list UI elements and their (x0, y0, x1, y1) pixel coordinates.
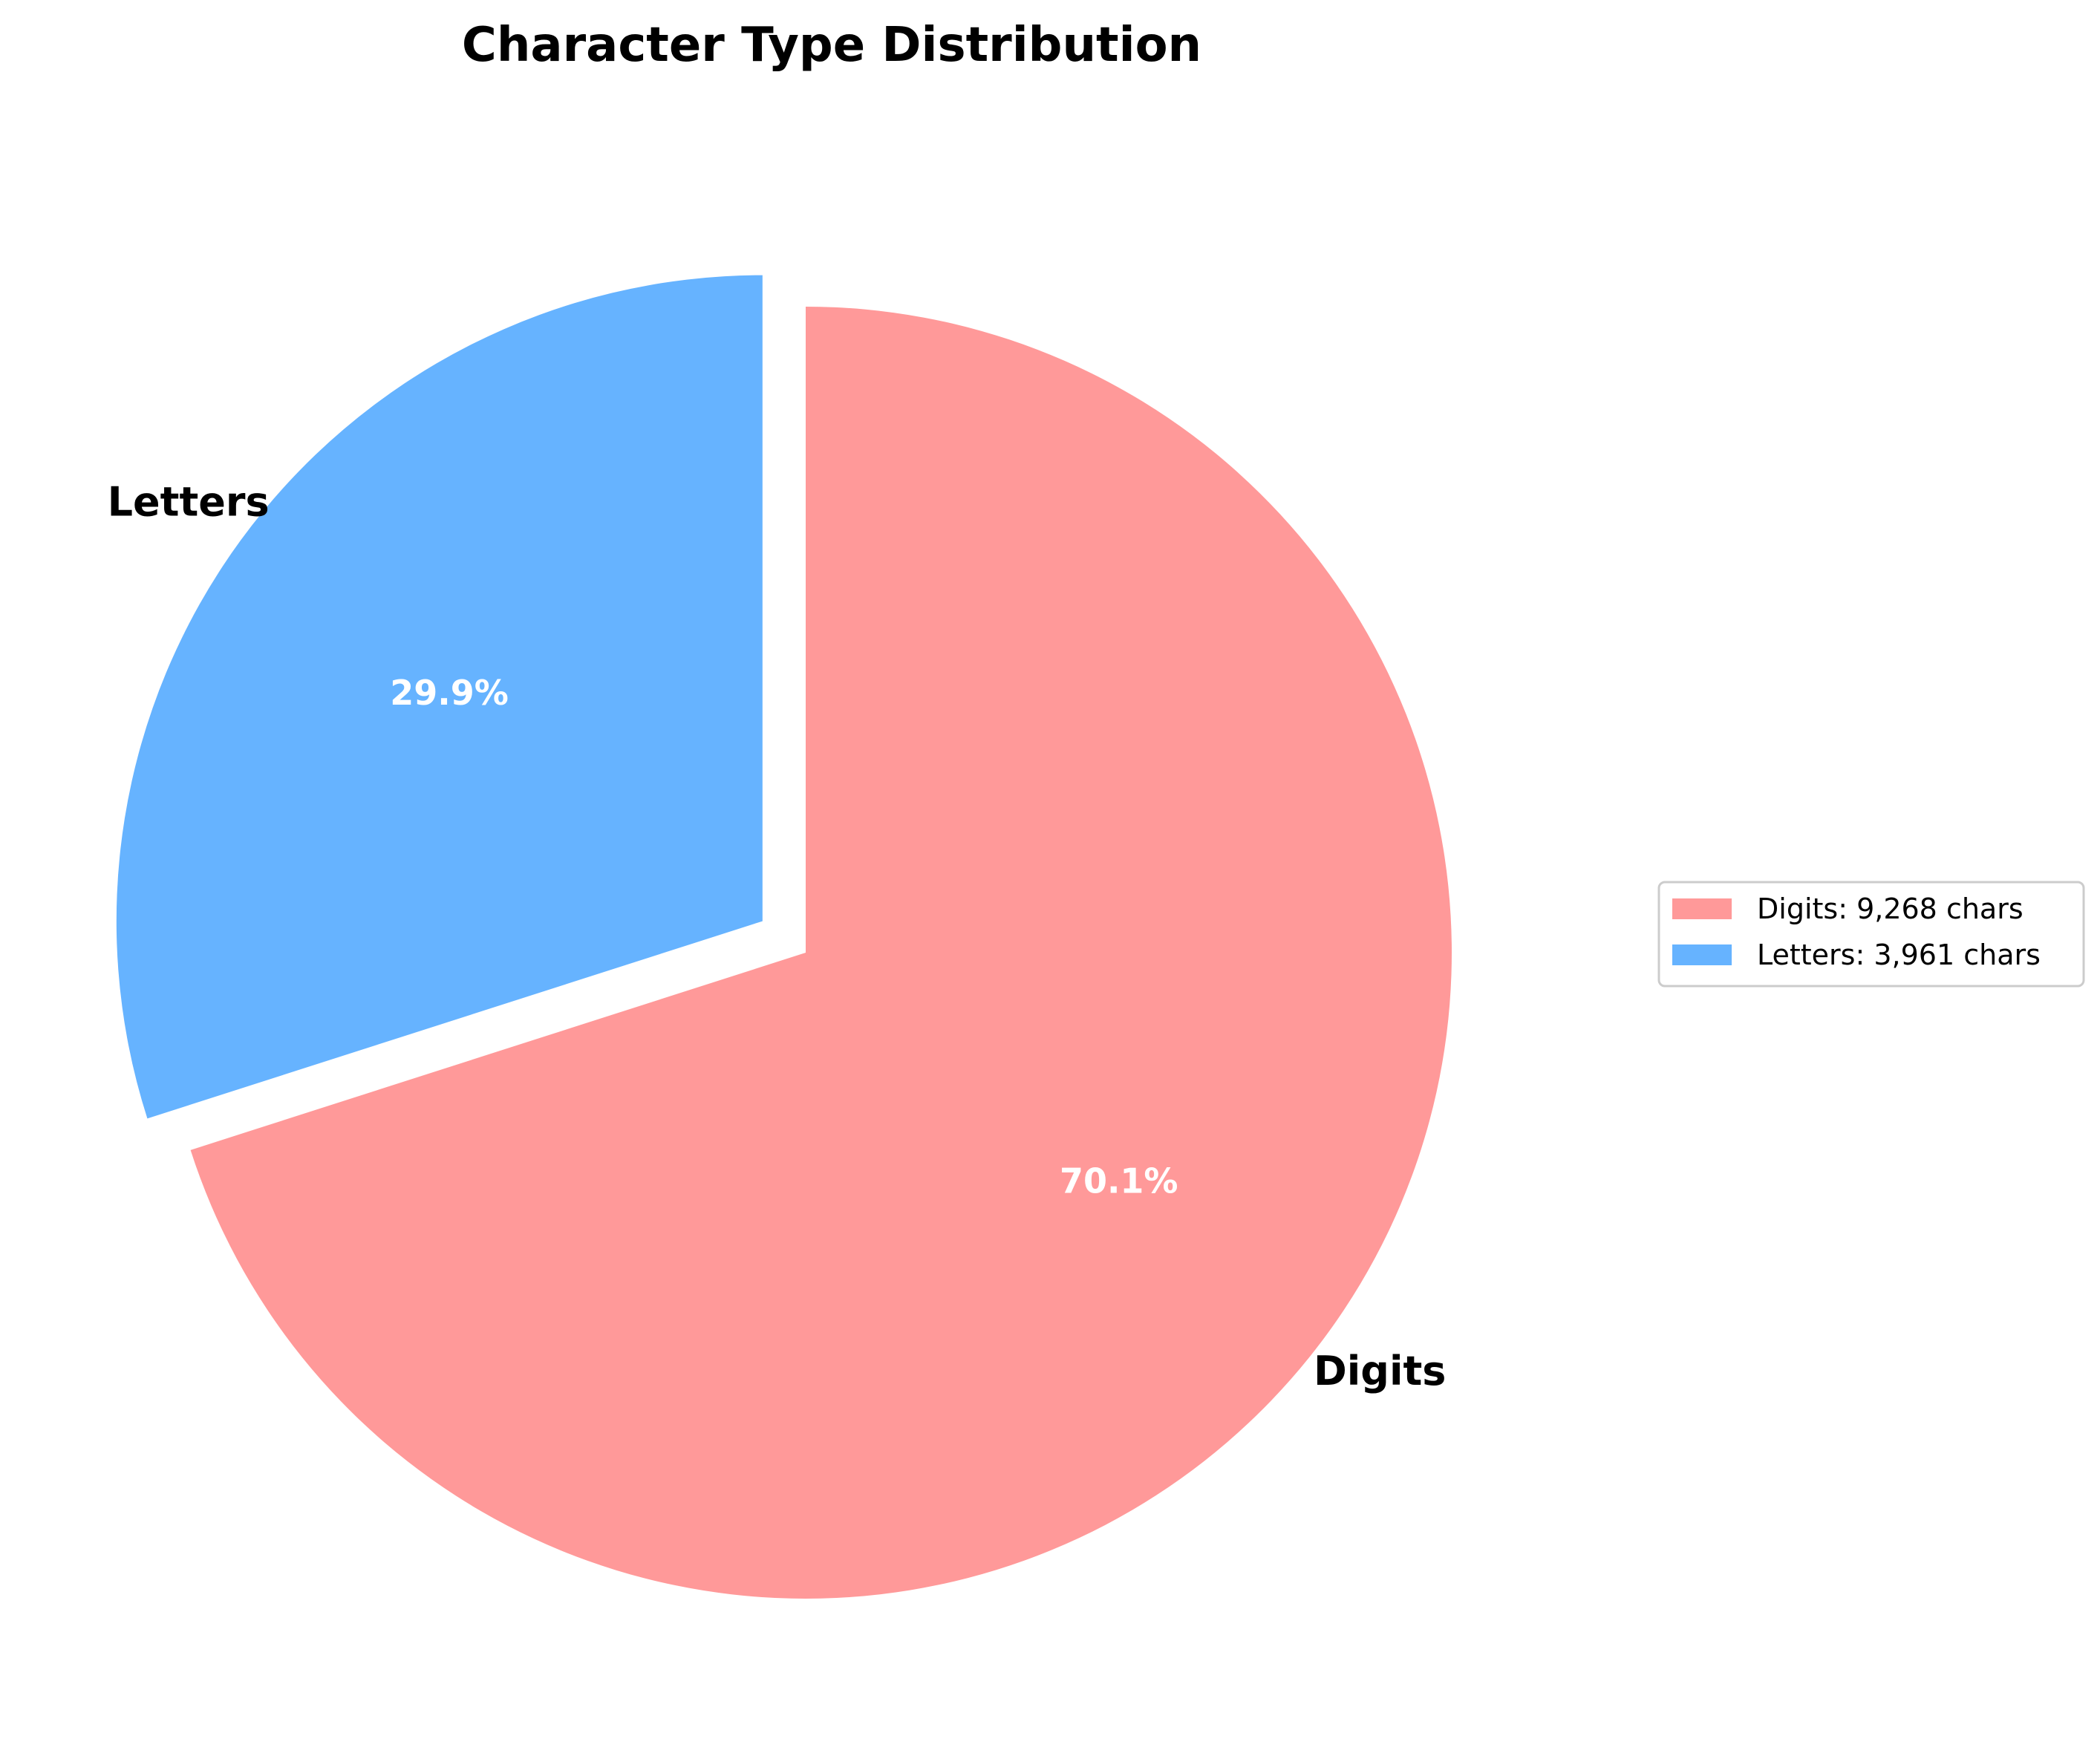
chart-legend: Digits: 9,268 chars Letters: 3,961 chars (1657, 881, 2085, 988)
legend-entry-letters: Letters: 3,961 chars (1757, 939, 2041, 971)
legend-entry-digits: Digits: 9,268 chars (1757, 893, 2024, 925)
legend-frame (1657, 881, 2085, 988)
legend-swatch-letters (1672, 944, 1732, 965)
pie-slice-digits (190, 307, 1452, 1599)
chart-title: Character Type Distribution (462, 18, 1201, 73)
legend-swatch-digits (1672, 898, 1732, 919)
pie-slice-letters (116, 275, 763, 1119)
slice-label-digits: Digits (1314, 1348, 1446, 1394)
slice-percent-letters: 29.9% (390, 673, 509, 713)
slice-percent-digits: 70.1% (1060, 1161, 1178, 1201)
slice-label-letters: Letters (108, 479, 270, 526)
